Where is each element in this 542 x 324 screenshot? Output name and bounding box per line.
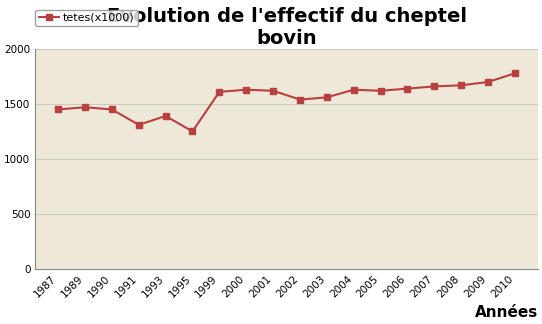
Legend: tetes(x1000): tetes(x1000) — [35, 9, 138, 26]
Title: Evolution de l'effectif du cheptel
bovin: Evolution de l'effectif du cheptel bovin — [107, 6, 467, 48]
X-axis label: Années: Années — [475, 305, 538, 320]
